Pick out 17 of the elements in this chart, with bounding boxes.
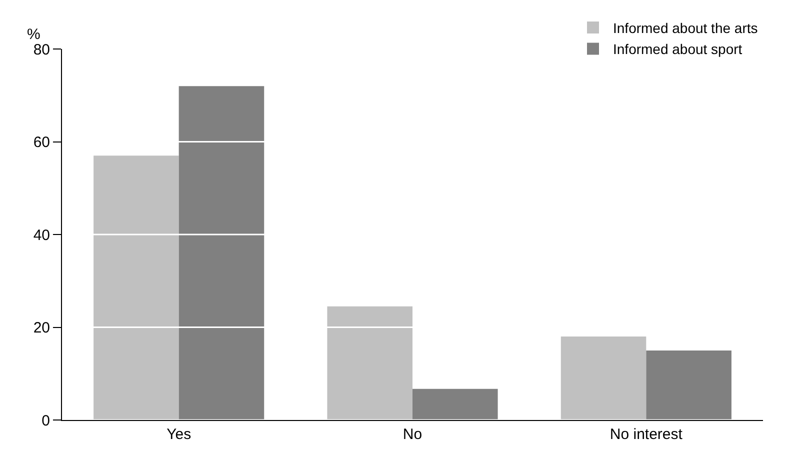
legend-label: Informed about the arts — [613, 20, 758, 36]
bar — [327, 306, 412, 420]
y-axis-title: % — [27, 26, 40, 43]
y-tick-label: 80 — [33, 41, 50, 58]
bar — [412, 388, 498, 420]
x-tick-label: No — [402, 426, 422, 443]
y-tick-label: 60 — [33, 134, 50, 151]
y-tick-label: 40 — [33, 226, 50, 244]
x-tick-label: Yes — [166, 426, 192, 443]
bar — [560, 336, 646, 420]
y-tick-label: 0 — [42, 412, 50, 430]
bar — [178, 86, 264, 420]
bar — [646, 350, 732, 420]
legend-label: Informed about sport — [613, 41, 742, 58]
x-tick-label: No interest — [610, 426, 684, 443]
bar — [94, 156, 179, 420]
y-tick-label: 20 — [33, 320, 50, 336]
